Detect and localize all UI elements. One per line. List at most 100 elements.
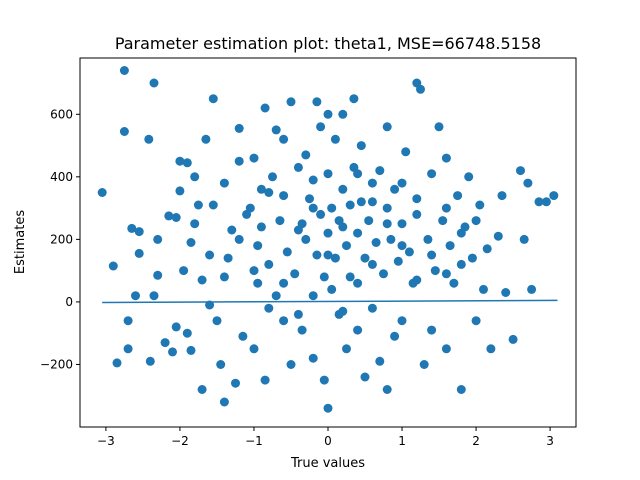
scatter-point: [401, 147, 411, 157]
scatter-point: [316, 209, 326, 219]
scatter-point: [330, 134, 340, 144]
scatter-point: [175, 156, 185, 166]
scatter-point: [497, 191, 507, 201]
scatter-point: [238, 331, 248, 341]
scatter-point: [349, 94, 359, 104]
scatter-point: [308, 175, 318, 185]
scatter-point: [97, 188, 107, 197]
scatter-point: [382, 219, 392, 229]
scatter-point: [441, 344, 451, 354]
fit-line: [102, 299, 558, 304]
scatter-point: [393, 256, 403, 266]
scatter-point: [119, 66, 129, 75]
scatter-point: [312, 250, 322, 260]
scatter-point: [356, 141, 366, 151]
scatter-point: [219, 397, 229, 407]
scatter-point: [175, 186, 185, 196]
scatter-point: [427, 169, 437, 179]
plot-area: [97, 66, 559, 413]
scatter-point: [375, 166, 385, 176]
scatter-point: [453, 191, 463, 201]
scatter-point: [144, 134, 154, 144]
scatter-point: [249, 344, 259, 354]
scatter-point: [271, 125, 281, 135]
scatter-point: [286, 360, 296, 369]
y-tick-label: 600: [50, 107, 73, 121]
y-tick-label: 0: [65, 295, 73, 309]
scatter-point: [434, 122, 444, 132]
x-tick-label: −2: [171, 434, 189, 448]
x-tick-label: 3: [546, 434, 554, 448]
scatter-point: [345, 200, 355, 210]
scatter-point: [412, 209, 422, 219]
scatter-point: [382, 203, 392, 213]
x-axis-label: True values: [290, 456, 365, 471]
scatter-point: [245, 203, 255, 213]
scatter-point: [123, 344, 133, 354]
scatter-point: [456, 259, 466, 269]
scatter-point: [190, 172, 200, 182]
scatter-point: [345, 272, 355, 282]
scatter-point: [456, 228, 466, 238]
scatter-point: [256, 222, 266, 232]
scatter-point: [149, 78, 159, 88]
scatter-point: [160, 338, 170, 348]
scatter-point: [171, 322, 181, 332]
scatter-point: [390, 184, 400, 194]
y-tick-label: 400: [50, 170, 73, 184]
scatter-point: [482, 244, 492, 254]
scatter-point: [219, 178, 229, 188]
scatter-point: [301, 150, 311, 160]
scatter-point: [112, 358, 122, 368]
scatter-point: [475, 200, 485, 210]
scatter-point: [508, 334, 518, 344]
scatter-point: [353, 278, 363, 288]
scatter-point: [264, 188, 274, 197]
scatter-point: [375, 356, 385, 366]
scatter-point: [282, 247, 292, 257]
scatter-point: [441, 269, 451, 279]
scatter-point: [397, 241, 407, 251]
scatter-point: [364, 216, 374, 226]
scatter-point: [290, 269, 300, 279]
scatter-point: [367, 303, 377, 313]
scatter-point: [338, 109, 348, 119]
scatter-point: [419, 360, 429, 369]
scatter-point: [464, 172, 474, 182]
chart-title: Parameter estimation plot: theta1, MSE=6…: [115, 34, 541, 53]
scatter-point: [427, 325, 437, 335]
scatter-point: [286, 97, 296, 107]
scatter-point: [312, 97, 322, 107]
scatter-point: [260, 103, 270, 113]
scatter-point: [379, 269, 388, 279]
scatter-point: [327, 203, 337, 213]
scatter-point: [342, 344, 351, 354]
scatter-point: [423, 234, 433, 244]
scatter-point: [275, 216, 285, 226]
scatter-point: [404, 247, 414, 257]
scatter-point: [527, 284, 537, 294]
scatter-point: [186, 238, 196, 247]
scatter-point: [216, 360, 226, 369]
scatter-point: [367, 197, 377, 207]
scatter-point: [319, 272, 329, 282]
scatter-point: [153, 270, 163, 280]
scatter-point: [168, 347, 177, 357]
scatter-point: [293, 225, 303, 235]
scatter-point: [353, 228, 363, 238]
scatter-point: [182, 158, 192, 168]
scatter-point: [441, 153, 451, 163]
scatter-point: [279, 134, 289, 144]
scatter-point: [264, 259, 274, 269]
scatter-point: [390, 331, 400, 341]
x-axis: −3 −2 −1 0 1 2 3: [97, 427, 554, 448]
scatter-point: [549, 191, 559, 201]
scatter-point: [260, 375, 270, 385]
scatter-point: [205, 250, 215, 260]
scatter-point: [134, 227, 144, 237]
scatter-point: [367, 178, 377, 188]
scatter-point: [338, 306, 348, 316]
scatter-point: [323, 109, 333, 119]
scatter-point: [234, 123, 244, 133]
y-tick-label: −200: [40, 357, 73, 371]
